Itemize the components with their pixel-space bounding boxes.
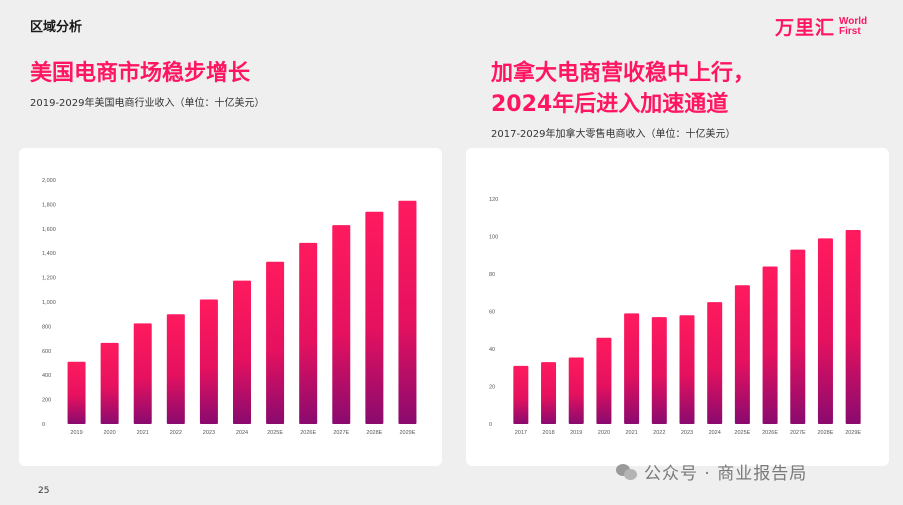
page-number: 25: [38, 486, 50, 496]
x-tick-label: 2018: [542, 430, 554, 436]
x-tick-label: 2020: [104, 430, 116, 436]
y-tick-label: 1,400: [42, 251, 56, 257]
watermark-text: 公众号 · 商业报告局: [644, 464, 808, 484]
y-tick-label: 1,000: [42, 300, 56, 306]
bar-2026E: [299, 242, 318, 424]
bar-2028E: [817, 238, 833, 424]
brand-name-en: World First: [839, 15, 868, 37]
y-tick-label: 200: [42, 398, 51, 404]
x-tick-label: 2025E: [734, 430, 750, 436]
bar-2020: [100, 342, 119, 424]
bar-2022: [166, 314, 185, 424]
x-tick-label: 2019: [70, 430, 82, 436]
bar-2027E: [790, 249, 806, 424]
x-tick-label: 2028E: [366, 430, 382, 436]
right-chart-subtitle: 2017-2029年加拿大零售电商收入（单位：十亿美元）: [491, 129, 736, 140]
y-tick-label: 120: [489, 197, 498, 203]
bar-2025E: [266, 261, 285, 424]
y-tick-label: 1,800: [42, 202, 56, 208]
x-tick-label: 2028E: [818, 430, 834, 436]
bar-2022: [651, 317, 667, 424]
x-tick-label: 2024: [236, 430, 248, 436]
x-tick-label: 2023: [203, 430, 215, 436]
x-tick-label: 2029E: [845, 430, 861, 436]
brand-logo: 万里汇 World First: [775, 13, 871, 40]
x-tick-label: 2017: [515, 430, 527, 436]
x-tick-label: 2026E: [762, 430, 778, 436]
right-chart-card: 0 20 40 60 80 100 120 2017 2018 2019 2020 2021 2022 2…: [466, 148, 889, 466]
y-tick-label: 0: [42, 422, 45, 428]
bar-2023: [199, 299, 218, 424]
section-label: 区域分析: [30, 20, 83, 35]
x-tick-label: 2022: [170, 430, 182, 436]
bar-2018: [541, 362, 557, 424]
bar-2019: [568, 357, 584, 424]
y-tick-label: 2,000: [42, 178, 56, 184]
y-tick-label: 600: [42, 349, 51, 355]
y-tick-label: 20: [489, 385, 495, 391]
y-tick-label: 1,600: [42, 227, 56, 233]
bar-2026E: [762, 266, 778, 424]
bar-2024: [233, 280, 251, 424]
y-tick-label: 60: [489, 310, 495, 316]
wechat-icon: [616, 463, 638, 481]
left-chart-title: 美国电商市场稳步增长: [30, 61, 251, 86]
bar-2019: [67, 361, 86, 424]
y-tick-label: 1,200: [42, 276, 56, 282]
bar-2029E: [845, 229, 861, 424]
right-chart-title-line1: 加拿大电商营收稳中上行，: [491, 61, 756, 86]
x-tick-label: 2026E: [300, 430, 316, 436]
bar-2025E: [734, 285, 750, 424]
canada-ecommerce-bar-chart: 0 20 40 60 80 100 120 2017 2018 2019 2020 2021 2022 2…: [489, 197, 861, 436]
x-tick-label: 2021: [625, 430, 637, 436]
left-chart-card: 0 200 400 600 800 1,000 1,200 1,400 1,600 1,800 2,…: [19, 148, 442, 466]
bar-2020: [596, 337, 612, 424]
bar-2017: [513, 365, 529, 424]
bar-2028E: [365, 211, 384, 424]
watermark: 公众号 · 商业报告局: [616, 459, 807, 484]
x-tick-label: 2025E: [267, 430, 283, 436]
y-tick-label: 100: [489, 235, 498, 241]
y-tick-label: 800: [42, 324, 51, 330]
x-tick-label: 2027E: [790, 430, 806, 436]
x-tick-label: 2020: [598, 430, 610, 436]
y-tick-label: 400: [42, 373, 51, 379]
bar-2024: [707, 302, 723, 424]
x-tick-label: 2021: [137, 430, 149, 436]
x-tick-label: 2024: [709, 430, 721, 436]
x-tick-label: 2023: [681, 430, 693, 436]
bar-2021: [624, 313, 640, 424]
x-tick-label: 2022: [653, 430, 665, 436]
x-tick-label: 2027E: [333, 430, 349, 436]
x-tick-label: 2019: [570, 430, 582, 436]
right-chart-title-line2: 2024年后进入加速通道: [491, 92, 729, 117]
y-tick-label: 40: [489, 347, 495, 353]
y-tick-label: 80: [489, 272, 495, 278]
bar-2029E: [398, 200, 417, 424]
us-ecommerce-bar-chart: 0 200 400 600 800 1,000 1,200 1,400 1,600 1,800 2,…: [42, 178, 417, 436]
bar-2023: [679, 315, 695, 424]
bar-2027E: [332, 225, 351, 424]
bar-2021: [133, 323, 152, 424]
y-tick-label: 0: [489, 422, 492, 428]
x-tick-label: 2029E: [400, 430, 416, 436]
left-chart-subtitle: 2019-2029年美国电商行业收入（单位：十亿美元）: [30, 98, 265, 109]
brand-name-cn: 万里汇: [774, 17, 835, 39]
